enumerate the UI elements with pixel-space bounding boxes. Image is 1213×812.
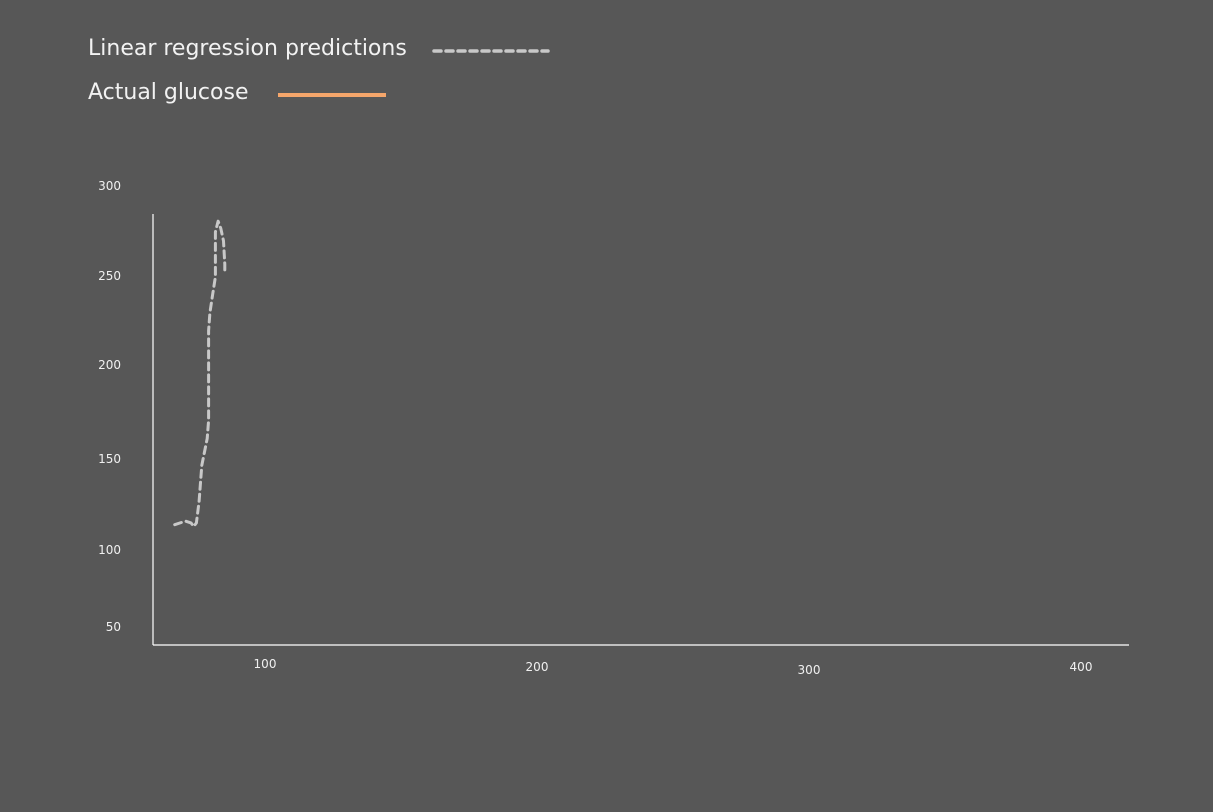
series-layer bbox=[173, 219, 227, 528]
y-tick-label: 200 bbox=[98, 358, 121, 372]
legend-label-predictions: Linear regression predictions bbox=[88, 36, 407, 61]
legend-swatch-predictions bbox=[432, 49, 550, 53]
x-tick-label: 100 bbox=[254, 657, 277, 671]
legend-label-actual: Actual glucose bbox=[88, 80, 249, 105]
x-tick-label: 200 bbox=[526, 660, 549, 674]
y-tick-label: 250 bbox=[98, 269, 121, 283]
legend-swatch-actual bbox=[278, 93, 386, 97]
y-tick-label: 50 bbox=[106, 620, 121, 634]
series-line-0 bbox=[173, 219, 227, 528]
x-tick-label: 400 bbox=[1070, 660, 1093, 674]
y-tick-labels: 300 250 200 150 100 50 bbox=[98, 179, 121, 634]
x-tick-labels: 100 200 300 400 bbox=[254, 657, 1093, 677]
y-tick-label: 100 bbox=[98, 543, 121, 557]
y-tick-label: 150 bbox=[98, 452, 121, 466]
y-tick-label: 300 bbox=[98, 179, 121, 193]
x-tick-label: 300 bbox=[798, 663, 821, 677]
